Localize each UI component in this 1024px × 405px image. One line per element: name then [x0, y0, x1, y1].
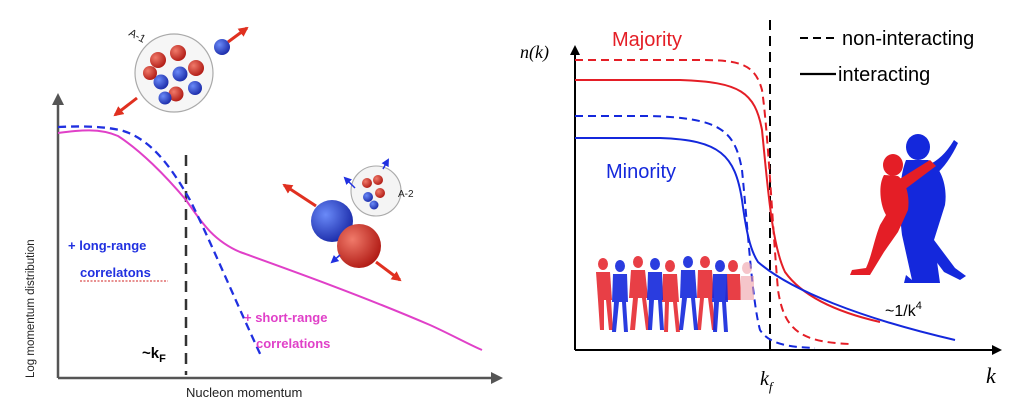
legend: non-interacting interacting	[800, 28, 974, 86]
left-panel: Log momentum distribution Nucleon moment…	[25, 26, 503, 400]
tango-couple-illustration	[850, 134, 966, 283]
tail-scaling-label: ~1/k4	[885, 300, 922, 320]
right-y-axis-label: n(k)	[520, 42, 549, 63]
minority-label: Minority	[606, 161, 676, 183]
right-x-axis-label: k	[986, 363, 997, 388]
left-long-range-note-line2: correlatons	[80, 265, 151, 280]
minority-solid-curve	[575, 137, 956, 341]
left-pink-curve	[57, 129, 483, 351]
left-short-range-note-line2: correlations	[256, 336, 330, 351]
majority-label: Majority	[612, 29, 682, 51]
cluster-label-a2: A-2	[398, 189, 414, 200]
left-long-range-note-line1: + long-range	[68, 238, 146, 253]
left-blue-dashed-curve	[57, 125, 264, 359]
left-y-axis-label: Log momentum distribution	[25, 239, 37, 378]
nucleus-a1-graphic: A-1	[113, 26, 249, 117]
right-kf-label: kf	[760, 368, 775, 394]
majority-solid-curve	[575, 79, 881, 323]
legend-interacting: interacting	[838, 64, 930, 86]
left-short-range-note-line1: + short-range	[244, 310, 327, 325]
crowd-dancers-illustration	[596, 256, 754, 332]
nucleus-a2-graphic: A-2	[282, 158, 414, 282]
cluster-label-a1: A-1	[127, 27, 148, 46]
left-x-axis-label: Nucleon momentum	[186, 385, 302, 400]
left-kf-label: ~kF	[142, 345, 166, 365]
legend-non-interacting: non-interacting	[842, 28, 974, 50]
majority-dashed-curve	[575, 59, 851, 345]
right-panel: n(k) k kf Majority Minority non-interact…	[520, 20, 1002, 394]
